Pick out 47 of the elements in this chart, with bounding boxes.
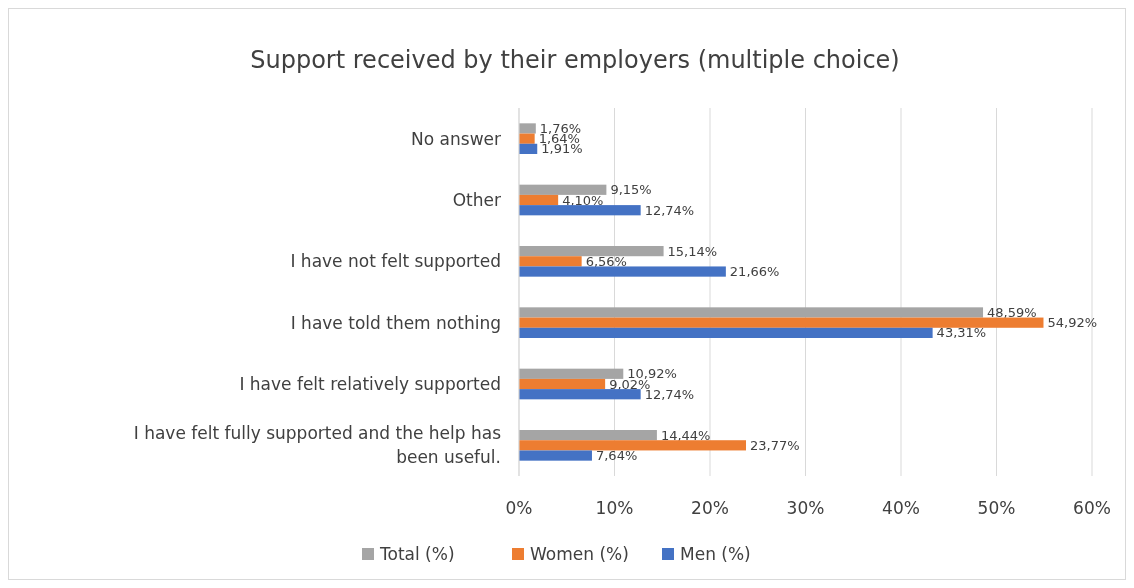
bar: [519, 327, 933, 338]
bar: [519, 450, 592, 461]
x-tick-label: 60%: [1073, 498, 1111, 518]
data-label: 21,66%: [729, 264, 780, 280]
bar: [519, 307, 984, 318]
y-tick-label: I have felt relatively supported: [239, 373, 501, 394]
bar: [519, 143, 538, 154]
chart-title: Support received by their employers (multiple choice): [250, 46, 900, 74]
y-tick-label: No answer: [411, 128, 501, 149]
y-tick-label: I have felt fully supported and the help has been useful.: [133, 423, 502, 468]
data-label: 54,92%: [1047, 315, 1098, 331]
data-label: 14,44%: [660, 427, 711, 443]
legend-label: Women (%): [530, 543, 629, 564]
data-label: 6,56%: [585, 253, 627, 269]
bar: [519, 368, 624, 379]
data-label: 48,59%: [987, 304, 1037, 320]
data-label: 9,15%: [610, 182, 652, 198]
x-tick-label: 20%: [691, 498, 729, 518]
data-label: 7,64%: [595, 448, 638, 464]
data-label: 12,74%: [644, 202, 695, 218]
legend-label: Total (%): [379, 543, 455, 564]
data-label: 43,31%: [936, 325, 987, 341]
bar: [519, 378, 606, 390]
bar: [519, 123, 536, 134]
bar: [519, 184, 607, 195]
x-tick-label: 10%: [595, 498, 634, 518]
x-tick-label: 50%: [977, 498, 1016, 518]
legend-label: Men (%): [680, 543, 751, 564]
y-tick-label: Other: [452, 189, 501, 210]
data-label: 15,14%: [667, 243, 718, 259]
bar: [519, 194, 559, 206]
x-tick-label: 0%: [505, 498, 533, 518]
bar: [519, 205, 641, 216]
bar: [519, 133, 535, 144]
y-tick-label: I have not felt supported: [290, 251, 501, 272]
bar: [519, 266, 726, 277]
bar: [519, 430, 657, 441]
bar: [519, 246, 664, 257]
data-label: 4,10%: [562, 192, 604, 208]
bar: [519, 256, 582, 267]
x-tick-label: 40%: [882, 498, 920, 518]
data-label: 23,77%: [750, 437, 800, 453]
y-tick-label: I have told them nothing: [290, 312, 501, 333]
bar: [519, 389, 641, 400]
bar: [519, 317, 1044, 328]
bar: [519, 440, 746, 451]
x-tick-label: 30%: [786, 498, 825, 518]
